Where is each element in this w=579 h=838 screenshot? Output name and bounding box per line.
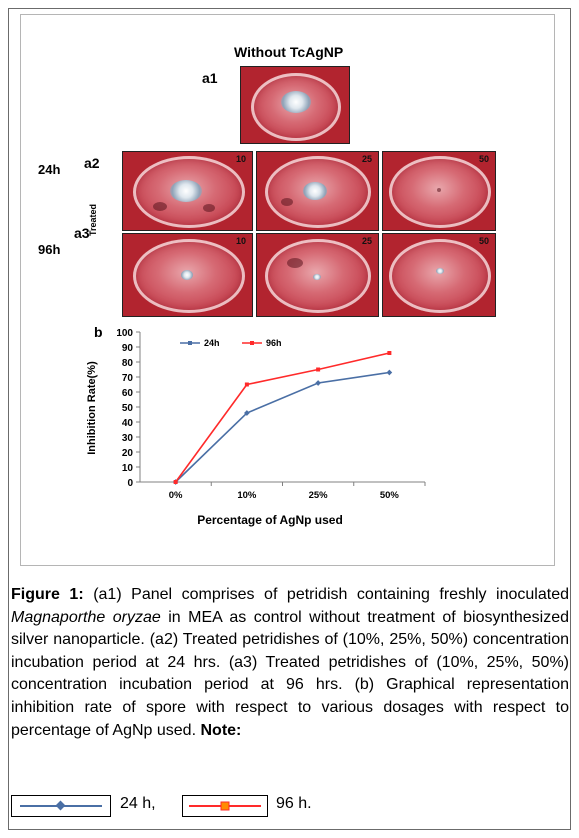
petridish [389,239,491,313]
y-tick-label: 50 [122,403,134,414]
data-point-96h [173,480,178,484]
treated-label: Treated [88,203,98,236]
mycelium-spot [203,204,215,212]
fungal-colony [303,182,327,200]
caption-species: Magnaporthe oryzae [11,608,161,626]
legend-label-96h: 96h [266,338,282,348]
petridish-a2-50: 50 [382,151,496,231]
caption-text-2: in MEA as control without treatment of b… [11,608,569,739]
concentration-label: 10 [235,236,246,246]
concentration-label: 25 [361,154,372,164]
mycelium-spot [281,198,293,206]
legend-label-24h: 24 h, [120,795,156,812]
panel-label-a1: a1 [202,70,218,86]
inhibition-rate-chart: 0 10 20 30 40 50 60 70 80 90 100 0% 10% 25% 50% 24h 96… [86,328,426,527]
figure-top-title: Without TcAgNP [234,44,344,60]
data-point-24h [315,380,321,386]
panel-label-b: b [94,324,103,340]
data-point-24h [244,410,250,416]
caption-note-label: Note: [200,721,242,739]
y-axis-label: Inhibition Rate(%) [86,361,98,455]
petridish-a3-50: 50 [382,233,496,317]
fungal-colony [281,91,311,113]
mycelium-spot [287,258,303,268]
mycelium-spot [437,188,441,192]
petridish-a3-25: 25 [256,233,379,317]
caption-text-1: (a1) Panel comprises of petridish contai… [93,586,570,603]
petridish-a2-25: 25 [256,151,379,231]
series-line-24h [175,371,390,483]
y-tick-label: 90 [122,343,134,354]
concentration-label: 50 [478,236,489,246]
figure-caption: Figure 1: (a1) Panel comprises of petrid… [11,584,569,742]
concentration-label: 50 [478,154,489,164]
x-tick-label: 50% [380,490,400,501]
caption-label: Figure 1: [11,586,84,603]
petridish-a3-10: 10 [122,233,253,317]
y-tick-label: 20 [122,448,134,459]
data-point-24h [386,369,393,376]
y-tick-label: 10 [122,463,134,474]
y-tick-label: 70 [122,373,134,384]
fungal-colony [313,274,321,280]
legend-marker-96h [250,341,254,345]
y-tick-label: 100 [116,328,133,339]
series-line-96h [174,352,390,483]
y-tick-label: 60 [122,388,134,399]
petridish-a2-10: 10 [122,151,253,231]
concentration-label: 25 [361,236,372,246]
fungal-colony [436,268,444,274]
x-tick-label: 25% [309,490,329,501]
y-tick-label: 40 [122,418,134,429]
mycelium-spot [153,202,167,211]
panel-label-a3: a3 [74,225,90,241]
fungal-colony [181,270,193,280]
x-axis-label: Percentage of AgNp used [197,513,343,527]
y-tick-label: 0 [127,478,133,489]
petridish-a1-control [240,66,350,144]
panel-label-a2: a2 [84,155,100,171]
x-tick-label: 0% [169,490,183,501]
legend-swatch-24h [11,795,111,817]
data-point-96h [316,367,321,372]
legend-swatch-96h [182,795,268,817]
legend-label-96h: 96 h. [276,795,312,812]
data-point-96h [244,382,249,387]
data-point-96h [387,351,392,355]
y-tick-label: 80 [122,358,134,369]
fungal-colony [170,180,202,202]
figure-frame [8,8,571,830]
y-tick-label: 30 [122,433,134,444]
row-label-24h: 24h [38,162,61,177]
concentration-label: 10 [235,154,246,164]
row-label-96h: 96h [38,242,61,257]
legend-label-24h: 24h [204,338,220,348]
petridish [389,156,491,228]
legend-marker-24h [188,341,192,345]
x-tick-label: 10% [237,490,257,501]
